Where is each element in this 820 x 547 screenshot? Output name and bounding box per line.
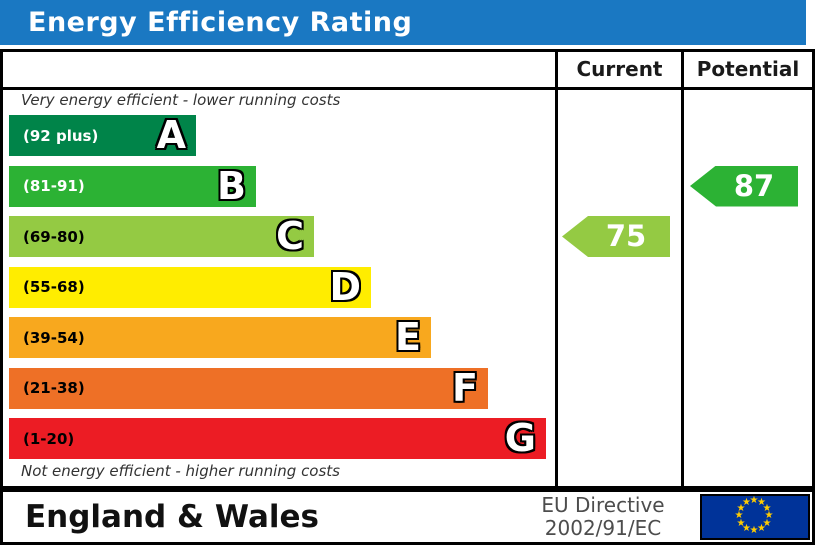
band-range-label: (69-80) [23,227,85,246]
eu-flag-star: ★ [736,517,746,529]
band-b: (81-91) B [9,163,256,208]
eu-directive-label: EU Directive 2002/91/EC [508,494,698,540]
band-range-label: (21-38) [23,379,85,397]
band-a: (92 plus) A [9,115,196,156]
eu-flag-star: ★ [764,510,774,521]
band-range-label: (39-54) [23,328,85,347]
band-letter: E [395,315,421,359]
band-c: (69-80) C [9,216,314,257]
note-not-efficient: Not energy efficient - higher running co… [21,462,340,480]
band-g: (1-20) G [9,418,546,459]
band-letter: A [156,113,186,157]
title-bar: Energy Efficiency Rating [0,0,806,45]
band-e: (39-54) E [9,317,431,358]
column-divider-left [555,52,558,486]
eu-directive-line1: EU Directive [541,493,665,517]
band-range-label: (55-68) [23,278,85,296]
current-rating-arrow: 75 [562,216,670,257]
band-range-label: (92 plus) [23,126,99,145]
band-letter: D [329,264,361,309]
eu-flag-star: ★ [734,510,744,521]
footer-bar: England & Wales EU Directive 2002/91/EC … [0,489,815,545]
column-divider-right [681,52,684,486]
band-range-label: (1-20) [23,429,75,448]
band-f: (21-38) F [9,365,488,410]
band-letter: G [504,416,536,460]
eu-flag-star: ★ [742,522,751,534]
eu-flag: ★ ★ ★ ★ ★ ★ ★ ★ ★ ★ ★ ★ [700,494,810,540]
eu-flag-star: ★ [762,502,772,514]
eu-flag-star: ★ [762,517,772,529]
current-rating-value: 75 [605,219,647,253]
band-d: (55-68) D [9,264,371,309]
column-header-current: Current [576,57,663,81]
potential-rating-value: 87 [733,168,775,203]
eu-directive-line2: 2002/91/EC [544,516,662,540]
note-very-efficient: Very energy efficient - lower running co… [21,91,341,109]
eu-flag-star: ★ [749,525,759,536]
eu-flag-stars: ★ ★ ★ ★ ★ ★ ★ ★ ★ ★ ★ ★ [702,496,808,538]
eu-flag-star: ★ [757,522,766,534]
rating-table: Current Potential Very energy efficient … [0,49,815,489]
eu-flag-star: ★ [749,495,759,506]
region-label: England & Wales [25,499,319,535]
header-divider [3,87,812,90]
band-letter: C [276,214,304,258]
band-letter: F [452,365,478,410]
band-letter: B [217,163,246,208]
page-title: Energy Efficiency Rating [28,7,413,38]
eu-flag-star: ★ [736,502,746,514]
eu-flag-star: ★ [757,497,766,508]
eu-flag-star: ★ [742,497,751,508]
column-header-potential: Potential [696,57,800,81]
band-range-label: (81-91) [23,177,85,195]
potential-rating-arrow: 87 [690,165,798,207]
